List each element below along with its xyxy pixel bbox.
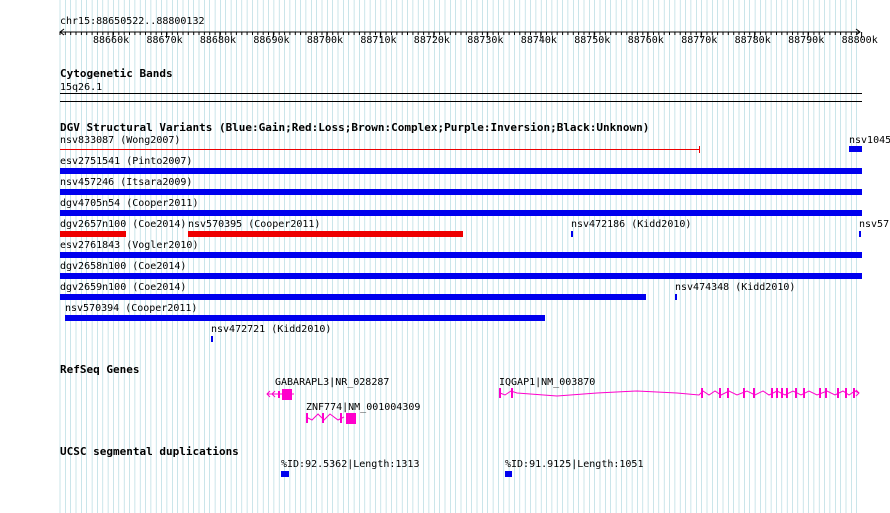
ruler-tick-label: 88700k [306,35,344,46]
ruler-tick-label: 88680k [199,35,237,46]
dgv-feature-label: esv2761843 (Vogler2010) [60,240,199,251]
dgv-feature-label: nsv1045 [849,135,890,146]
ruler-scale[interactable] [0,26,890,40]
gene-iqgap1-model[interactable] [497,386,865,402]
ruler-tick-label: 88760k [627,35,664,46]
dgv-gain-bar[interactable] [675,294,677,300]
ruler-tick-label: 88670k [146,35,183,46]
cytoband-bottom-line [60,101,862,102]
dgv-loss-bar[interactable] [60,231,126,237]
dgv-gain-bar[interactable] [849,146,862,152]
dgv-feature-label: nsv57 [859,219,890,230]
ruler-tick-label: 88780k [734,35,771,46]
refseq-track-title[interactable]: RefSeq Genes [60,363,140,376]
dgv-gain-bar[interactable] [60,210,862,216]
dgv-feature-label: nsv474348 (Kidd2010) [675,282,796,293]
ruler-tick-label: 88710k [360,35,397,46]
cytoband-label: 15q26.1 [60,82,103,93]
ruler-tick-label: 88770k [681,35,718,46]
dgv-feature-label: dgv2659n100 (Coe2014) [60,282,187,293]
gene-label: GABARAPL3|NR_028287 [275,377,390,388]
dgv-gain-bar[interactable] [60,252,862,258]
dgv-feature-label: nsv472186 (Kidd2010) [571,219,692,230]
segdup-bar[interactable] [281,471,289,477]
ruler-tick-label: 88730k [467,35,504,46]
dgv-gain-bar[interactable] [211,336,213,342]
ruler-tick-label: 88720k [413,35,450,46]
dgv-feature-label: dgv4705n54 (Cooper2011) [60,198,199,209]
cytoband-top-line [60,93,862,94]
dgv-feature-label: nsv833087 (Wong2007) [60,135,181,146]
ruler-location: chr15:88650522..88800132 [60,16,205,27]
dgv-feature-line[interactable] [60,149,700,150]
dgv-gain-bar[interactable] [65,315,545,321]
segdup-label: %ID:91.9125|Length:1051 [505,459,644,470]
ruler-tick-label: 88740k [520,35,557,46]
ruler-tick-label: 88790k [788,35,825,46]
ruler-tick-label: 88750k [574,35,611,46]
dgv-gain-bar[interactable] [60,189,862,195]
gene-znf774-model[interactable] [304,411,358,425]
gene-label: IQGAP1|NM_003870 [499,377,596,388]
segdup-bar[interactable] [505,471,512,477]
dgv-gain-bar[interactable] [60,294,646,300]
ruler-tick-label: 88800k [841,35,878,46]
dgv-feature-label: nsv570395 (Cooper2011) [188,219,321,230]
ruler-tick-label: 88690k [253,35,290,46]
dgv-feature-label: dgv2658n100 (Coe2014) [60,261,187,272]
segdup-label: %ID:92.5362|Length:1313 [281,459,420,470]
dgv-gain-bar[interactable] [571,231,573,237]
gene-label: ZNF774|NM_001004309 [306,402,421,413]
segdup-track-title[interactable]: UCSC segmental duplications [60,445,239,458]
dgv-gain-bar[interactable] [60,273,862,279]
dgv-feature-label: nsv472721 (Kidd2010) [211,324,332,335]
dgv-feature-label: esv2751541 (Pinto2007) [60,156,193,167]
dgv-gain-bar[interactable] [60,168,862,174]
dgv-gain-bar[interactable] [859,231,861,237]
dgv-feature-label: nsv570394 (Cooper2011) [65,303,198,314]
dgv-feature-label: nsv457246 (Itsara2009) [60,177,193,188]
gene-gabarapl3-model[interactable] [264,388,298,402]
dgv-loss-bar[interactable] [188,231,463,237]
ruler-tick-label: 88660k [93,35,130,46]
dgv-feature-label: dgv2657n100 (Coe2014) [60,219,187,230]
dgv-track-title[interactable]: DGV Structural Variants (Blue:Gain;Red:L… [60,121,650,134]
dgv-feature-end [699,146,700,153]
cytoband-track-title[interactable]: Cytogenetic Bands [60,67,173,80]
